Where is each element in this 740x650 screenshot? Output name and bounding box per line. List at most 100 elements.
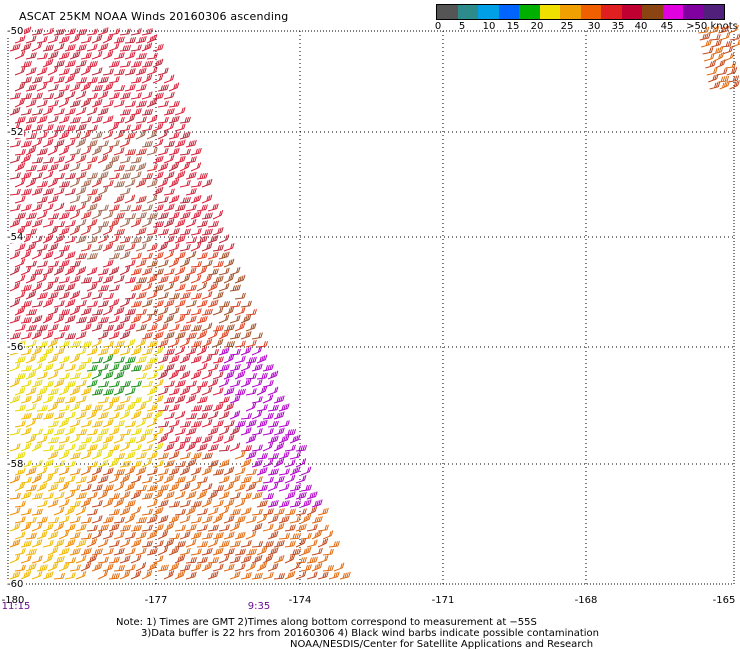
wind-barb	[218, 314, 230, 324]
wind-barb	[91, 435, 103, 444]
wind-barb	[190, 516, 202, 524]
wind-barb	[245, 562, 257, 572]
wind-barb	[234, 467, 246, 476]
wind-barb	[119, 266, 131, 276]
wind-barb	[196, 220, 208, 228]
wind-barb	[119, 60, 131, 68]
wind-barb	[157, 228, 169, 236]
wind-barb	[223, 274, 235, 284]
wind-barb	[25, 228, 37, 236]
wind-barb	[306, 539, 318, 548]
wind-barb	[262, 554, 274, 564]
wind-barb	[14, 386, 26, 396]
wind-barb	[174, 204, 186, 212]
wind-barb	[146, 164, 158, 172]
wind-barb	[36, 180, 48, 188]
wind-barb	[146, 52, 158, 60]
wind-barb	[234, 292, 246, 300]
wind-barb	[102, 484, 114, 492]
wind-barb	[113, 116, 125, 124]
wind-barb	[223, 402, 235, 412]
wind-barb	[69, 83, 81, 92]
wind-barb	[146, 468, 158, 476]
wind-barb	[91, 484, 103, 492]
wind-barb	[75, 331, 87, 340]
wind-barb	[25, 563, 37, 572]
wind-barb	[58, 515, 70, 524]
wind-barb	[69, 148, 81, 156]
wind-barb	[86, 124, 98, 132]
wind-barb	[80, 533, 92, 540]
wind-barb	[135, 451, 147, 460]
wind-barb	[130, 364, 142, 372]
wind-barb	[179, 370, 191, 380]
wind-barb	[729, 80, 740, 90]
wind-barb	[163, 203, 175, 212]
wind-barb	[240, 362, 252, 372]
colorbar-tick-label: 45	[660, 21, 674, 32]
wind-barb	[102, 563, 114, 572]
wind-barb	[113, 468, 125, 476]
wind-barb	[256, 500, 268, 508]
wind-barb	[102, 259, 114, 268]
wind-barb	[152, 490, 164, 500]
wind-barb	[53, 460, 65, 468]
wind-barb	[168, 147, 180, 156]
wind-barb	[102, 467, 114, 476]
wind-barb	[42, 27, 54, 36]
wind-barb	[31, 394, 43, 404]
colorbar-segment	[580, 5, 601, 19]
wind-barb	[179, 324, 191, 332]
wind-barb	[25, 212, 37, 220]
wind-barb	[97, 268, 109, 276]
wind-barb	[20, 154, 32, 164]
wind-barb	[212, 338, 224, 348]
wind-barb	[245, 530, 257, 540]
wind-barb	[168, 211, 180, 220]
wind-barb	[267, 530, 279, 540]
wind-barb	[97, 490, 109, 500]
wind-barb	[317, 554, 329, 564]
wind-barb	[135, 52, 147, 60]
wind-barb	[108, 139, 120, 148]
wind-barb	[9, 282, 21, 292]
wind-barb	[119, 428, 131, 436]
wind-barb	[69, 484, 81, 492]
wind-barb	[207, 538, 219, 548]
wind-barb	[130, 283, 142, 292]
wind-barb	[91, 226, 103, 236]
wind-barb	[179, 499, 191, 508]
wind-barb	[130, 28, 142, 36]
wind-barb	[267, 515, 279, 524]
wind-barb	[141, 91, 153, 100]
wind-barb	[69, 34, 81, 44]
wind-barb	[289, 434, 301, 444]
wind-barb	[108, 42, 120, 52]
wind-barb	[36, 499, 48, 508]
wind-barb	[124, 466, 136, 476]
wind-barb	[86, 491, 98, 500]
wind-barb	[86, 300, 98, 308]
wind-barb	[53, 332, 65, 340]
wind-barb	[234, 322, 246, 332]
wind-barb	[130, 236, 142, 244]
wind-barb	[102, 450, 114, 460]
wind-barb	[130, 123, 142, 132]
wind-barb	[135, 243, 147, 252]
wind-barb	[201, 212, 213, 220]
wind-barb	[130, 60, 142, 68]
wind-barb	[218, 251, 230, 260]
wind-barb	[322, 530, 334, 540]
wind-barb	[719, 32, 731, 41]
wind-barb	[102, 371, 114, 380]
wind-barb	[256, 467, 268, 476]
wind-barb	[14, 258, 26, 268]
wind-barb	[91, 356, 103, 364]
wind-barb	[124, 114, 136, 124]
wind-barb	[163, 538, 175, 548]
wind-barb	[86, 236, 98, 244]
wind-barb	[80, 498, 92, 508]
wind-barb	[157, 370, 169, 380]
wind-barb	[14, 467, 26, 476]
wind-barb	[141, 444, 153, 452]
